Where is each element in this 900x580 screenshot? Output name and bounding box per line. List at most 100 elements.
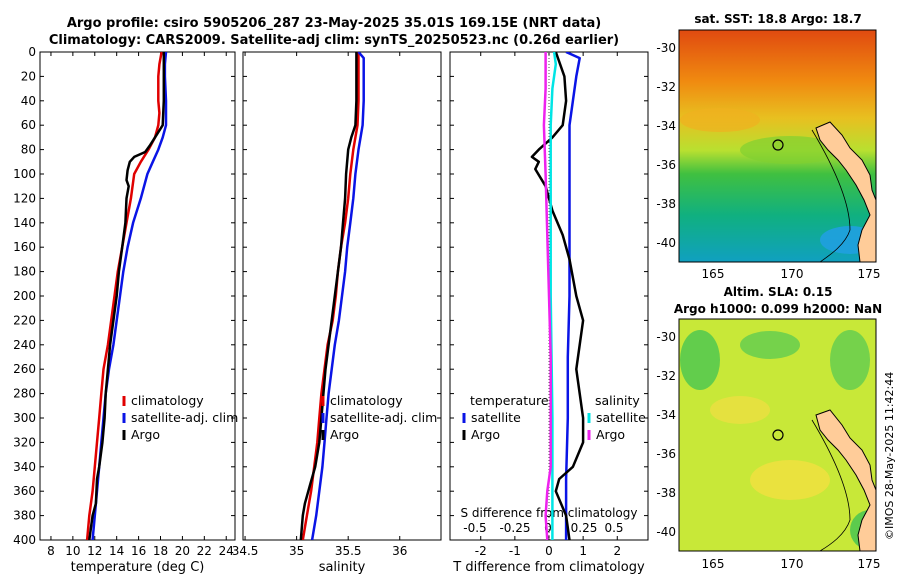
sla-xtick: 175 [858,557,881,571]
sla-argo-marker [772,429,784,441]
ytick-label: 20 [21,69,36,83]
sla-ytick: -38 [656,486,676,500]
s-axis-label: S difference from climatology [461,506,638,520]
ytick-label: 240 [13,338,36,352]
sst-ytick: -32 [656,80,676,94]
xtick-label: 10 [65,544,80,558]
sst-xtick: 165 [702,267,725,281]
series-line-argo [88,52,166,540]
sla-high-patch [750,460,830,500]
series-group-temperature [85,52,168,540]
sst-ytick: -40 [656,236,676,250]
legend-label: satellite [471,410,521,425]
xtick-label: 34.5 [232,544,259,558]
ytick-label: 60 [21,118,36,132]
x-axis-label: salinity [319,560,366,575]
legend-label: satellite-adj. clim [131,410,238,425]
xtick-label: 35.5 [335,544,362,558]
xtick-label: 35 [289,544,304,558]
ytick-label: 200 [13,289,36,303]
sla-xtick: 165 [702,557,725,571]
xtick-label: 36 [392,544,407,558]
legend-label: satellite-adj. clim [330,410,437,425]
axes-frame-temperature [39,51,236,541]
sla-xtick: 170 [781,557,804,571]
imos-credit: ©IMOS 28-May-2025 11:42:44 [883,372,896,540]
xtick-label: 24 [219,544,234,558]
sst-map: sat. SST: 18.8 Argo: 18.7 -30 -32 -34 -3… [656,12,880,281]
sst-ytick: -36 [656,158,676,172]
sst-isobath [811,129,851,262]
sla-map-title-1: Altim. SLA: 0.15 [724,285,833,299]
xtick-label: 16 [131,544,146,558]
title-line-1: Argo profile: csiro 5905206_287 23-May-2… [66,16,602,31]
sla-ytick: -34 [656,408,676,422]
sst-xtick: 175 [858,267,881,281]
sst-xtick: 170 [781,267,804,281]
ytick-label: 280 [13,387,36,401]
s-tick-label: 0 [544,521,552,535]
legend-label: Argo [131,427,160,442]
legend-label: satellite [596,410,646,425]
sst-ytick: -34 [656,119,676,133]
ytick-label: 40 [21,94,36,108]
sla-low-patch [740,331,800,359]
sst-argo-marker [772,139,784,151]
sst-warm-patch [680,108,760,132]
xtick-label: 20 [175,544,190,558]
ytick-label: 120 [13,191,36,205]
sla-isobath [811,419,851,551]
sla-low-patch [830,330,870,390]
ytick-label: 400 [13,533,36,547]
sla-map-title-2: Argo h1000: 0.099 h2000: NaN [674,302,882,316]
series-line-salinity-argo [542,52,552,540]
legend-title-salinity: salinity [595,393,640,408]
legend-title-temperature: temperature [470,393,549,408]
sla-ytick: -40 [656,525,676,539]
series-group-difference [530,52,585,540]
legend-label: Argo [330,427,359,442]
ytick-label: 180 [13,265,36,279]
ytick-label: 160 [13,240,36,254]
series-line-argo [299,52,358,540]
xtick-label: 1 [579,544,587,558]
series-line-satellite-adj-clim [310,52,365,540]
s-tick-label: -0.25 [499,521,530,535]
sla-map: Altim. SLA: 0.15 Argo h1000: 0.099 h2000… [656,285,882,571]
series-line-salinity-satellite [549,52,558,540]
ytick-label: 100 [13,167,36,181]
xtick-label: 12 [87,544,102,558]
ytick-label: 220 [13,313,36,327]
sla-low-patch [680,330,720,390]
xtick-label: -1 [509,544,521,558]
legend-label: climatology [131,393,204,408]
xtick-label: 22 [197,544,212,558]
sst-ytick: -38 [656,197,676,211]
xtick-label: 2 [613,544,621,558]
ytick-label: 140 [13,216,36,230]
ytick-label: 320 [13,435,36,449]
ytick-label: 0 [28,45,36,59]
sla-high-patch [710,396,770,424]
sst-map-title: sat. SST: 18.8 Argo: 18.7 [694,12,861,26]
sst-landmass [815,121,876,262]
xtick-label: 0 [545,544,553,558]
s-tick-label: 0.5 [604,521,623,535]
legend-label: climatology [330,393,403,408]
s-tick-label: -0.5 [463,521,486,535]
sst-ytick: -30 [656,41,676,55]
ytick-label: 360 [13,484,36,498]
sla-frame [678,318,877,552]
series-line-climatology [301,52,360,540]
x-axis-label: T difference from climatology [452,560,645,575]
xtick-label: -2 [475,544,487,558]
ytick-label: 260 [13,362,36,376]
series-line-satellite-adj-clim [91,52,168,540]
x-axis-label: temperature (deg C) [71,560,205,575]
xtick-label: 18 [153,544,168,558]
ytick-label: 300 [13,411,36,425]
s-tick-label: 0.25 [571,521,598,535]
sla-ytick: -30 [656,330,676,344]
xtick-label: 14 [109,544,124,558]
